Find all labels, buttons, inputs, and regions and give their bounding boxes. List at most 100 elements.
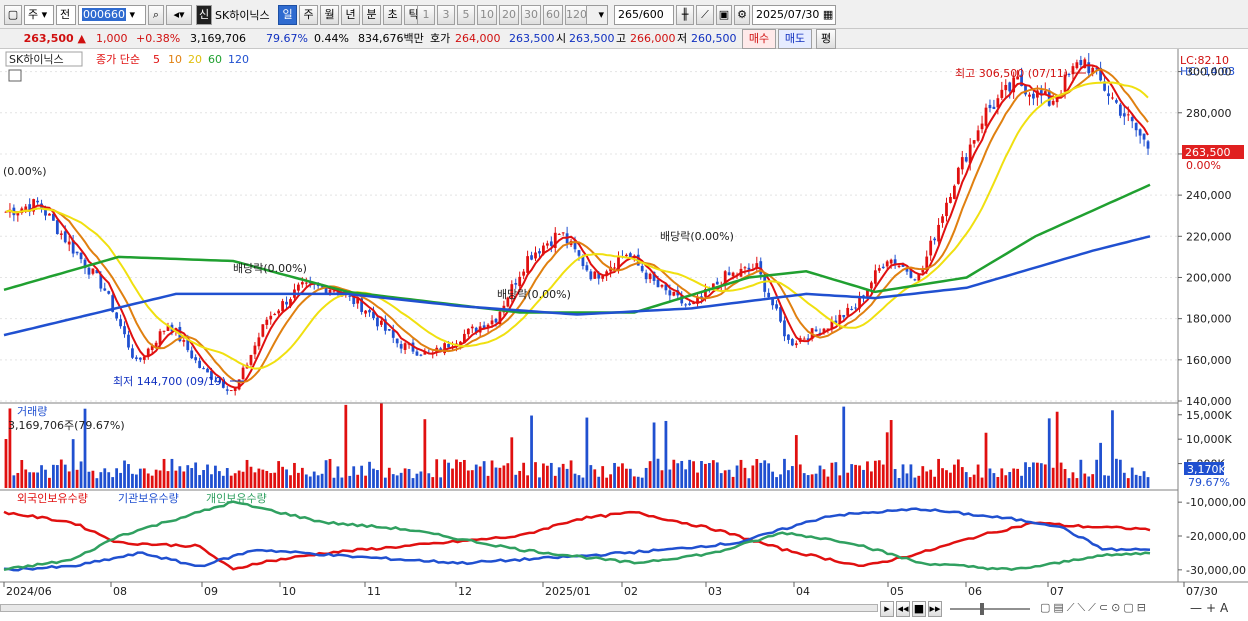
x-tick-label: 11: [367, 585, 381, 598]
interval-button-3[interactable]: 3: [437, 5, 455, 25]
stock-tag-box[interactable]: [5, 51, 83, 67]
volume-bar: [925, 471, 929, 488]
interval-button-60[interactable]: 60: [543, 5, 563, 25]
interval-button-1[interactable]: 1: [417, 5, 435, 25]
volume-bar: [648, 461, 652, 488]
candle-body: [577, 250, 581, 256]
volume-bar: [545, 465, 549, 488]
volume-bar: [696, 472, 699, 488]
volume-bar: [956, 459, 960, 488]
volume-bar: [913, 477, 917, 488]
candle-icon[interactable]: ╫: [676, 5, 694, 25]
stock-chart[interactable]: SK하이닉스 종가 단순 5 10 20 60 120 LC:82.10 HC:…: [0, 49, 1248, 621]
candle-body: [474, 327, 478, 333]
volume-bar: [830, 462, 834, 488]
period-button-2[interactable]: 월: [320, 5, 339, 25]
scroll-right-icon[interactable]: ▸: [880, 601, 894, 617]
stop-icon[interactable]: ■: [912, 601, 926, 617]
ma-line-20: [5, 81, 1149, 370]
stock-code-input[interactable]: 000660 ▾: [78, 5, 146, 25]
save-icon[interactable]: ▣: [716, 5, 732, 25]
interval-button-5[interactable]: 5: [457, 5, 475, 25]
volume-bar: [1146, 477, 1150, 488]
volume-bar: [451, 468, 454, 488]
count-input[interactable]: 265/600: [614, 5, 674, 25]
volume-bar: [12, 475, 16, 488]
new-badge[interactable]: 신: [196, 5, 212, 25]
candle-body: [984, 107, 988, 126]
volume-bar: [834, 462, 838, 488]
ma-legend-10: 10: [168, 53, 182, 66]
volume-bar: [597, 476, 601, 488]
period-button-4[interactable]: 분: [362, 5, 381, 25]
candle-body: [826, 328, 830, 330]
period-button-3[interactable]: 년: [341, 5, 360, 25]
candle-body: [945, 202, 948, 217]
interval-button-20[interactable]: 20: [499, 5, 519, 25]
volume-bar: [225, 468, 229, 488]
period-button-5[interactable]: 초: [383, 5, 402, 25]
window-icon[interactable]: ▢: [4, 5, 22, 25]
volume-bar: [486, 475, 490, 488]
unit-label: 주: [28, 8, 39, 21]
volume-bar: [988, 468, 992, 488]
volume-bar: [1091, 474, 1095, 488]
current-pct-text: 0.00%: [1186, 159, 1221, 172]
price-tick-label: 280,000: [1186, 107, 1232, 120]
candle-body: [462, 333, 466, 344]
volume-bar: [427, 473, 431, 488]
volume-bar: [779, 474, 782, 488]
candle-body: [304, 282, 308, 284]
open-label: 시: [556, 32, 567, 45]
volume-bar: [202, 470, 205, 488]
interval-button-30[interactable]: 30: [521, 5, 541, 25]
x-tick-label: 05: [890, 585, 904, 598]
volume-bar: [1051, 467, 1055, 488]
volume-bar: [1039, 463, 1043, 488]
date-input[interactable]: 2025/07/30 ▦: [752, 5, 836, 25]
tool-icons[interactable]: ▢▤⟋⟍⟋⊂⊙▢⊟: [1040, 601, 1149, 614]
speaker-icon[interactable]: ◂▾: [166, 5, 192, 25]
forward-icon[interactable]: ▸▸: [928, 601, 942, 617]
prev-button[interactable]: 전: [56, 5, 76, 25]
zoom-icons[interactable]: —+A: [1190, 601, 1233, 615]
period-button-0[interactable]: 일: [278, 5, 297, 25]
table-icon[interactable]: [8, 69, 22, 82]
zoom-slider[interactable]: [950, 608, 1030, 610]
zoom-slider-handle[interactable]: [980, 603, 984, 615]
buy-button[interactable]: 매수: [742, 29, 776, 49]
candle-body: [221, 380, 225, 388]
volume-bar: [182, 471, 186, 488]
volume-bar: [826, 476, 830, 488]
candle-body: [688, 303, 692, 306]
unit-dropdown[interactable]: 주 ▾: [24, 5, 54, 25]
volume-bar: [206, 464, 209, 488]
volume-bar: [79, 461, 83, 488]
volume-bar: [249, 466, 253, 488]
volume-bar: [976, 464, 980, 488]
volume-bar: [893, 469, 897, 488]
volume-bar: [403, 468, 407, 488]
candle-body: [1047, 90, 1051, 106]
candle-body: [16, 212, 20, 216]
sell-button[interactable]: 매도: [778, 29, 812, 49]
period-button-1[interactable]: 주: [299, 5, 318, 25]
search-icon[interactable]: ⌕: [148, 5, 164, 25]
gear-icon[interactable]: ⚙: [734, 5, 750, 25]
interval-button-120[interactable]: 120: [565, 5, 587, 25]
volume-bar: [660, 470, 664, 488]
volume-bar: [897, 478, 901, 488]
candle-body: [1091, 67, 1095, 75]
x-tick-label: 02: [624, 585, 638, 598]
volume-bar: [854, 464, 857, 488]
rewind-icon[interactable]: ◂◂: [896, 601, 910, 617]
eval-button[interactable]: 평: [816, 29, 836, 49]
volume-bar: [1103, 475, 1106, 488]
volume-bar: [1079, 459, 1083, 488]
candle-body: [28, 204, 32, 212]
calendar-icon[interactable]: ▦: [822, 8, 834, 21]
draw-icon[interactable]: ⟋: [696, 5, 714, 25]
interval-button-10[interactable]: 10: [477, 5, 497, 25]
horizontal-scrollbar[interactable]: [0, 604, 878, 612]
quote-label: 호가: [430, 32, 451, 45]
